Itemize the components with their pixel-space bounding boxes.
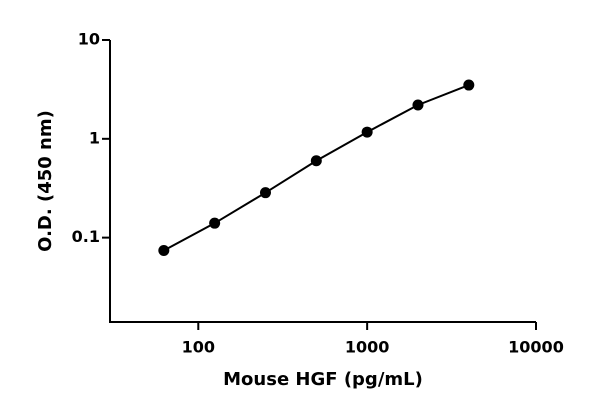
y-tick-label: 0.1 (72, 227, 100, 246)
x-tick-label: 10000 (508, 338, 564, 357)
data-point (310, 155, 322, 167)
data-point (412, 99, 424, 111)
x-tick-label: 100 (182, 338, 215, 357)
y-axis-title: O.D. (450 nm) (35, 110, 56, 252)
data-point (209, 217, 221, 229)
data-point (361, 126, 373, 138)
data-point (259, 187, 271, 199)
x-axis-title: Mouse HGF (pg/mL) (223, 369, 423, 390)
data-point (158, 245, 170, 257)
data-point (463, 79, 475, 91)
y-tick-label: 10 (78, 30, 100, 49)
y-tick-label: 1 (89, 128, 100, 147)
fit-line (163, 84, 470, 252)
x-tick-label: 1000 (345, 338, 390, 357)
